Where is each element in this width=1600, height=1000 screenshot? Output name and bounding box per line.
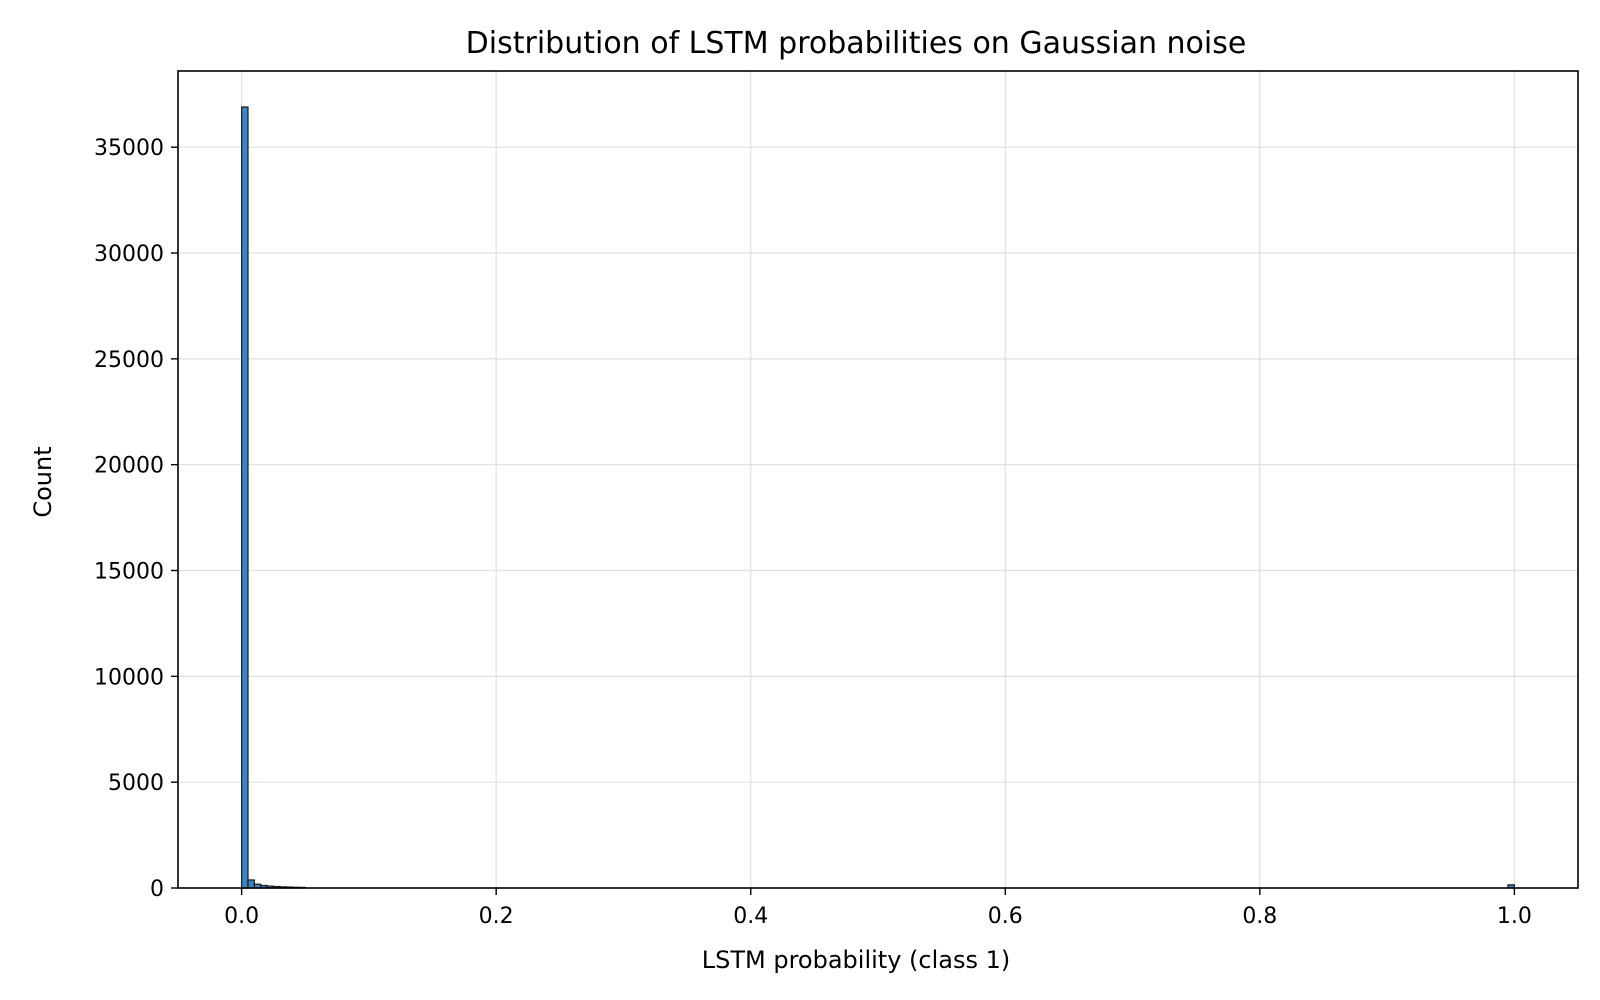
x-tick-label: 0.4: [733, 904, 768, 929]
y-tick-label: 0: [150, 877, 164, 902]
y-tick-label: 25000: [94, 348, 164, 373]
x-tick-label: 0.8: [1242, 904, 1277, 929]
x-axis-label: LSTM probability (class 1): [702, 946, 1010, 974]
x-axis: 0.0 0.2 0.4 0.6 0.8 1.0: [224, 888, 1532, 929]
y-tick-label: 15000: [94, 560, 164, 585]
histogram-bar: [241, 106, 249, 889]
y-tick-label: 35000: [94, 136, 164, 161]
x-tick-label: 0.2: [479, 904, 514, 929]
y-tick-label: 20000: [94, 454, 164, 479]
x-tick-label: 0.6: [988, 904, 1023, 929]
chart-title: Distribution of LSTM probabilities on Ga…: [466, 26, 1247, 61]
y-tick-label: 30000: [94, 242, 164, 267]
y-axis-label: Count: [29, 446, 57, 517]
y-tick-label: 5000: [108, 771, 164, 796]
y-axis: 0 5000 10000 15000 20000 25000 30000 35000: [94, 136, 178, 902]
x-tick-label: 0.0: [224, 904, 259, 929]
histogram-bar: [247, 879, 255, 889]
x-tick-label: 1.0: [1497, 904, 1532, 929]
y-tick-label: 10000: [94, 665, 164, 690]
plot-frame: [177, 70, 1579, 889]
bars: [241, 106, 1515, 889]
grid: [178, 71, 1578, 889]
